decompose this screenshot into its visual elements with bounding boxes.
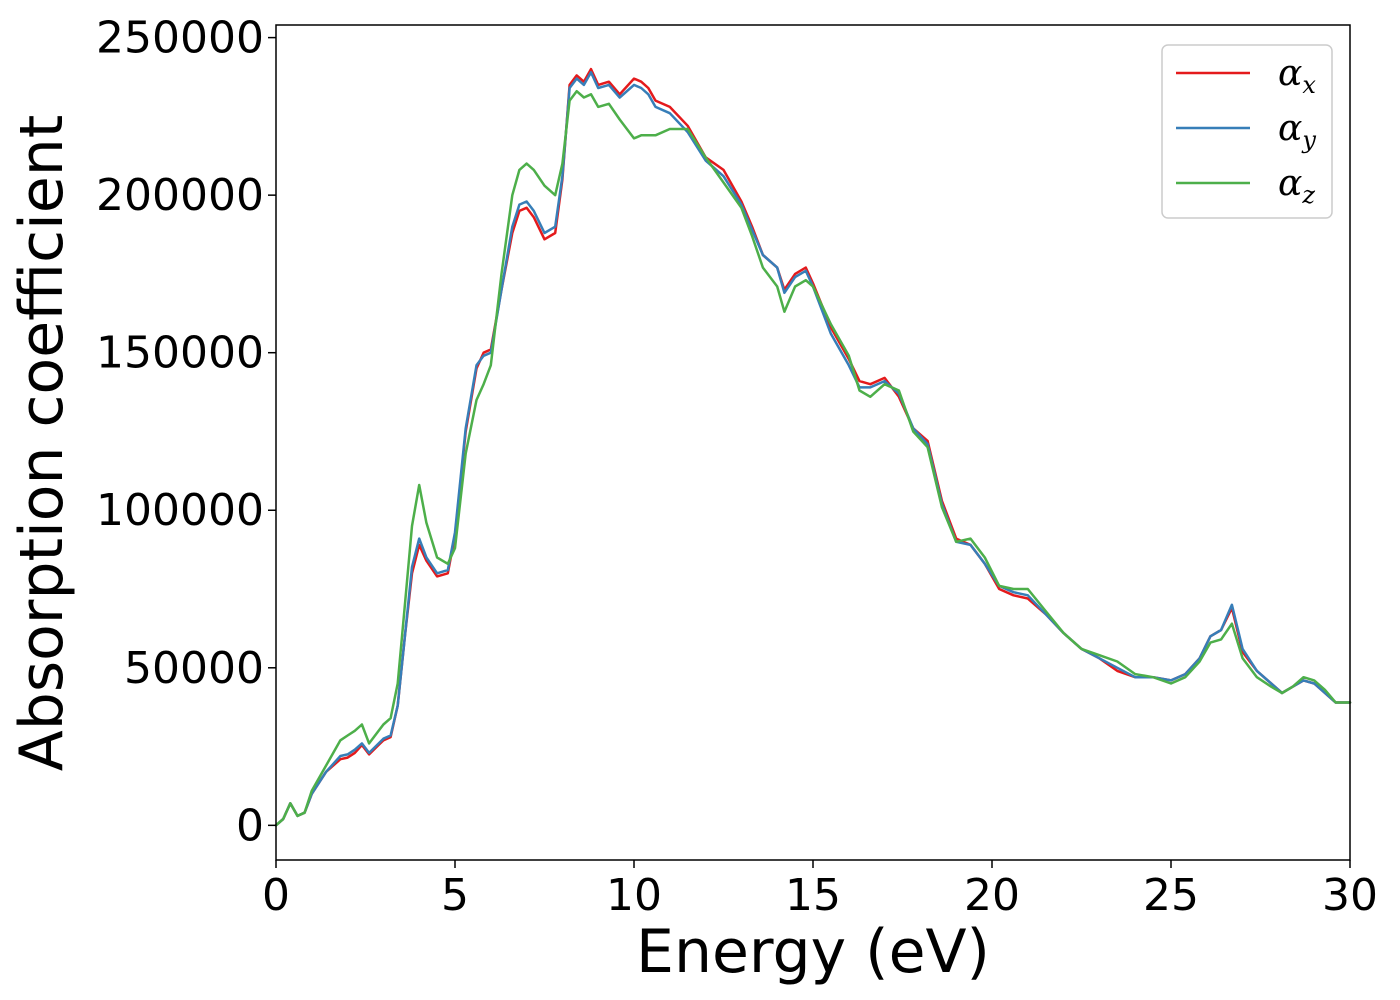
y-tick-label: 100000: [96, 485, 264, 536]
series-line-z: [274, 89, 1352, 827]
x-axis-ticks: 0 5 10 15 20 25 30: [262, 860, 1378, 921]
x-tick-label: 5: [441, 870, 469, 921]
x-tick-label: 10: [606, 870, 662, 921]
y-tick-label: 150000: [96, 328, 264, 379]
legend-box: [1161, 44, 1333, 219]
series-lines: [274, 67, 1352, 827]
x-tick-label: 0: [262, 870, 290, 921]
x-axis-title: Energy (eV): [636, 917, 990, 987]
y-tick-label: 50000: [124, 643, 264, 694]
y-tick-label: 0: [236, 800, 264, 851]
y-tick-label: 250000: [96, 13, 264, 64]
x-tick-label: 15: [785, 870, 841, 921]
y-axis-ticks: 0 50000 100000 150000 200000 250000: [96, 13, 276, 851]
y-tick-label: 200000: [96, 170, 264, 221]
x-tick-label: 20: [964, 870, 1020, 921]
y-axis-title: Absorption coefficient: [7, 115, 77, 772]
x-tick-label: 30: [1322, 870, 1378, 921]
x-tick-label: 25: [1143, 870, 1199, 921]
